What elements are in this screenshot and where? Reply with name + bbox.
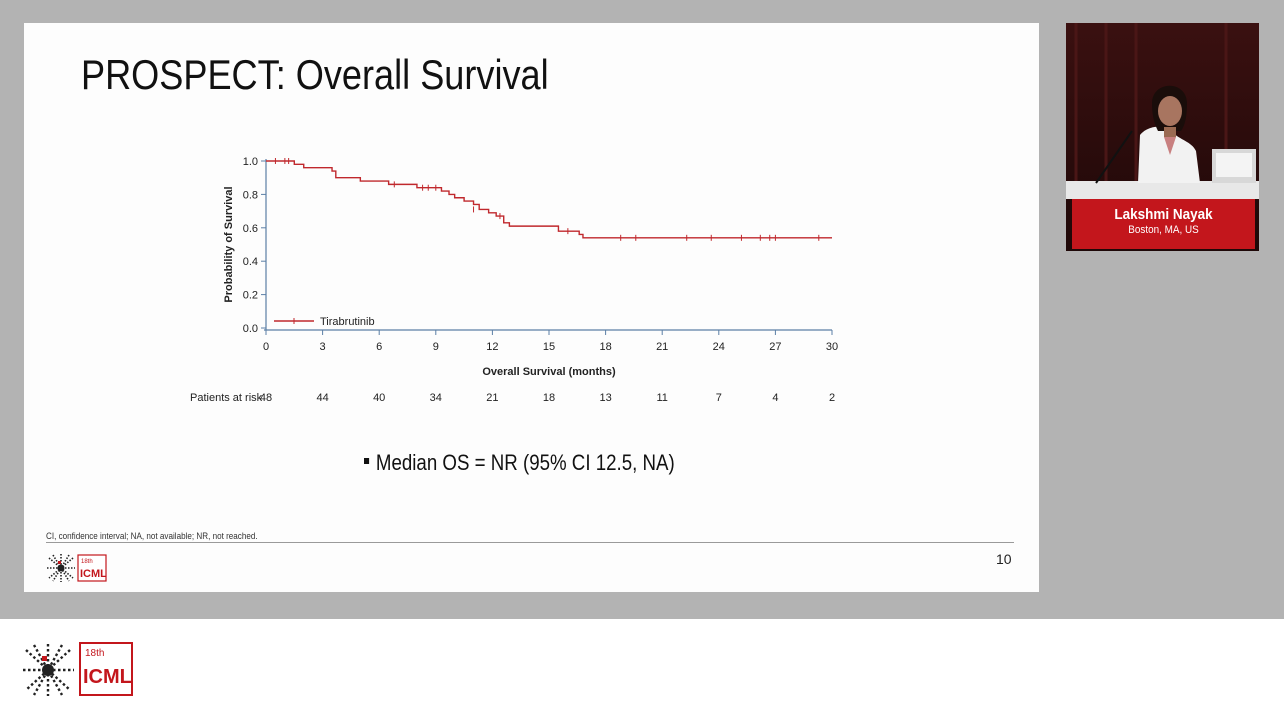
y-tick-label: 0.8 bbox=[243, 189, 258, 201]
risk-table-value: 40 bbox=[373, 392, 385, 404]
y-tick-label: 0.0 bbox=[243, 323, 258, 335]
km-chart: 0.00.20.40.60.81.00 3 6 9 12 15 18 21 24 27 30Over… bbox=[190, 156, 838, 404]
slide: PROSPECT: Overall Survival 0.0 0.2 0.4 0.6 0… bbox=[24, 23, 1039, 592]
speaker-video-panel: Lakshmi Nayak Boston, MA, US bbox=[1066, 23, 1259, 251]
risk-table-value: 13 bbox=[599, 392, 611, 404]
y-tick-label: 0.6 bbox=[243, 223, 258, 235]
footnote: CI, confidence interval; NA, not availab… bbox=[46, 531, 258, 541]
risk-table-value: 34 bbox=[430, 392, 442, 404]
x-tick-label: 24 bbox=[713, 341, 725, 353]
survival-curve-tirabrutinib bbox=[266, 160, 832, 239]
risk-table-value: 21 bbox=[486, 392, 498, 404]
bottom-branding-band: 18th ICML bbox=[0, 619, 1284, 712]
x-tick-label: 27 bbox=[769, 341, 781, 353]
x-tick-label: 21 bbox=[656, 341, 668, 353]
logo-large-name: ICML bbox=[83, 666, 132, 688]
speaker-name: Lakshmi Nayak bbox=[1114, 206, 1213, 223]
conference-logo-small: 18th ICML bbox=[47, 554, 107, 582]
y-tick-label: 1.0 bbox=[243, 156, 258, 168]
y-tick-label: 0.2 bbox=[243, 290, 258, 302]
x-tick-label: 15 bbox=[543, 341, 555, 353]
slide-title: PROSPECT: Overall Survival bbox=[81, 51, 549, 98]
median-os-note: Median OS = NR (95% CI 12.5, NA) bbox=[364, 450, 675, 476]
footer-divider bbox=[46, 542, 1014, 543]
risk-table-value: 44 bbox=[316, 392, 328, 404]
speaker-name-plate: Lakshmi Nayak Boston, MA, US bbox=[1072, 199, 1255, 249]
x-tick-label: 12 bbox=[486, 341, 498, 353]
bullet-icon bbox=[364, 458, 370, 465]
logo-small-edition: 18th bbox=[81, 559, 93, 565]
x-tick-label: 9 bbox=[433, 341, 439, 353]
x-axis-label: Overall Survival (months) bbox=[482, 366, 616, 378]
risk-table-value: 2 bbox=[829, 392, 835, 404]
median-os-text: Median OS = NR (95% CI 12.5, NA) bbox=[375, 450, 675, 475]
x-tick-label: 18 bbox=[599, 341, 611, 353]
risk-table-value: 4 bbox=[772, 392, 778, 404]
page-number: 10 bbox=[996, 551, 1012, 567]
y-axis-label: Probability of Survival bbox=[223, 186, 235, 302]
x-tick-label: 3 bbox=[320, 341, 326, 353]
speaker-location: Boston, MA, US bbox=[1128, 224, 1199, 236]
risk-table-value: 48 bbox=[260, 392, 272, 404]
logo-small-name: ICML bbox=[80, 568, 107, 580]
x-tick-label: 6 bbox=[376, 341, 382, 353]
y-tick-label: 0.4 bbox=[243, 256, 258, 268]
risk-table-label: Patients at risk bbox=[190, 392, 263, 404]
x-tick-label: 0 bbox=[263, 341, 269, 353]
logo-large-edition: 18th bbox=[85, 648, 104, 659]
risk-table-value: 18 bbox=[543, 392, 555, 404]
conference-logo-large: 18th ICML bbox=[23, 642, 133, 696]
risk-table-value: 11 bbox=[656, 392, 667, 404]
x-tick-label: 30 bbox=[826, 341, 838, 353]
risk-table-value: 7 bbox=[716, 392, 722, 404]
legend-label: Tirabrutinib bbox=[320, 316, 375, 328]
